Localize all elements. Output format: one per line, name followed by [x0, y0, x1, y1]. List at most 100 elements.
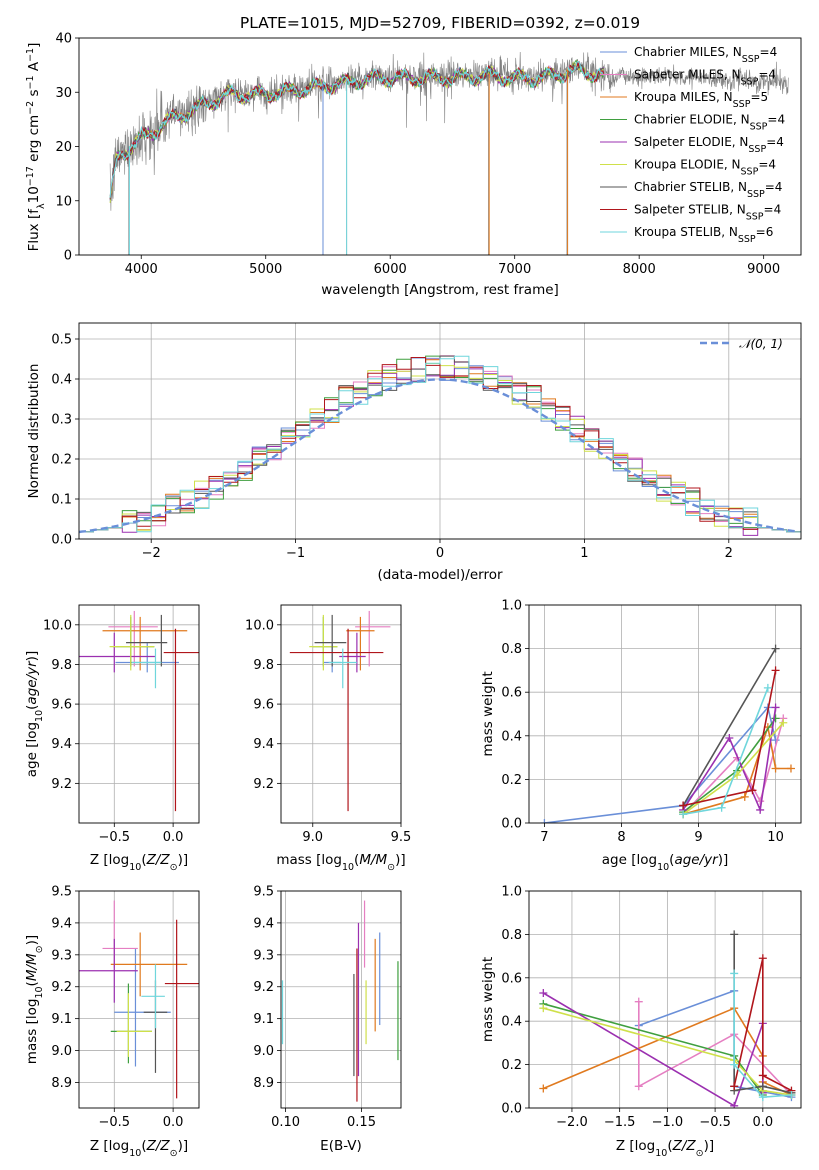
- weight_vs_z-xtick-label: −1.5: [604, 1115, 636, 1130]
- weight_vs_age-marker-salpeter_elodie: [771, 703, 780, 712]
- age_vs_mass-xlabel-part: (: [354, 852, 359, 868]
- age_vs_mass-ytick-label: 9.4: [253, 737, 274, 752]
- spectrum-plot-area: [109, 51, 789, 255]
- weight_vs_age-xtick-label: 7: [540, 830, 548, 845]
- age_vs_z-ylabel-part: )]: [24, 651, 40, 662]
- legend-label-salpeter_elodie-part: =4: [766, 135, 784, 149]
- weight_vs_age-line-salpeter_elodie: [682, 707, 777, 813]
- mass_vs_z-ylabel-part: 10: [34, 986, 45, 998]
- age_vs_z-ylabel-part: age [log: [24, 722, 40, 777]
- mass_vs_ebv-ytick-label: 9.0: [253, 1044, 274, 1059]
- weight_vs_z-marker-kroupa_stelib: [730, 969, 739, 978]
- age_vs_z-ytick-label: 10.0: [43, 618, 72, 633]
- weight_vs_age-marker-kroupa_miles: [786, 764, 795, 773]
- age_vs_z-xlabel-part: ⊙: [170, 862, 178, 873]
- spectrum-ylabel-part: s: [26, 89, 42, 100]
- mass_vs_z-plot-area: [79, 900, 199, 1099]
- age_vs_z-xlabel-part: )]: [178, 852, 189, 868]
- age_vs_mass-xlabel-part: 10: [342, 862, 354, 873]
- weight_vs_age-marker-chabrier_stelib: [771, 644, 780, 653]
- residuals-ytick-label: 0.0: [51, 533, 72, 548]
- weight_vs_age-marker-salpeter_stelib: [771, 666, 780, 675]
- mass_vs_z-xlabel-part: )]: [178, 1138, 189, 1154]
- weight_vs_age-marker-kroupa_stelib: [717, 803, 726, 812]
- weight_vs_age-ytick-label: 1.0: [501, 599, 522, 614]
- weight_vs_z-ylabel: mass weight: [480, 957, 496, 1042]
- age_vs_mass-ytick-label: 9.6: [253, 698, 274, 713]
- age_vs_z-ylabel: age [log10(age/yr)]: [24, 651, 45, 777]
- spectrum-model-line-kroupa_stelib: [109, 60, 605, 198]
- spectrum-ylabel-part: erg cm: [26, 115, 42, 166]
- weight_vs_age-marker-kroupa_miles: [771, 764, 780, 773]
- residuals-plot-area: [79, 355, 801, 536]
- age_vs_mass-plot-area: [289, 610, 391, 812]
- legend-label-chabrier_miles-part: SSP: [742, 54, 760, 65]
- legend-label-chabrier_elodie-part: SSP: [750, 121, 768, 132]
- legend-label-kroupa_miles-part: SSP: [733, 99, 751, 110]
- residuals-xtick-label: 0: [436, 546, 444, 561]
- weight_vs_z-panel: −2.0 −1.5 −1.0 −0.5 0.0 0.0 0.2 0.4 0.6 0.8 1.0: [501, 885, 802, 1130]
- mass_vs_ebv-xtick-label: 0.10: [271, 1115, 300, 1130]
- mass_vs_z-ylabel-part: M/M: [24, 953, 40, 981]
- age_vs_z-ytick-label: 9.6: [51, 698, 72, 713]
- age_vs_z-frame: [78, 604, 200, 824]
- mass_vs_ebv-frame: [280, 890, 402, 1109]
- residuals-panel: −2 −1 0 1 2 0.0 0.1 0.2 0.3 0.4 0.5: [51, 322, 802, 561]
- age_vs_z-plot-area: [79, 610, 199, 812]
- age_vs_mass-ytick-label: 10.0: [245, 618, 274, 633]
- weight_vs_z-ytick-label: 0.2: [501, 1058, 522, 1073]
- age_vs_z-ylabel-part: age/yr: [24, 660, 40, 705]
- mass_vs_ebv-ytick-label: 9.2: [253, 980, 274, 995]
- mass_vs_z-panel: −0.5 0.0 8.9 9.0 9.1 9.2 9.3 9.4 9.5: [51, 885, 200, 1130]
- legend-label-salpeter_elodie-part: SSP: [748, 144, 766, 155]
- weight_vs_age-marker-salpeter_miles: [756, 797, 765, 806]
- age_vs_mass-frame: [280, 604, 402, 824]
- legend-label-kroupa_elodie-part: Kroupa ELODIE, N: [634, 158, 741, 172]
- weight_vs_z-marker-kroupa_elodie: [539, 1004, 548, 1013]
- weight_vs_z-line-salpeter_stelib: [733, 958, 792, 1092]
- weight_vs_z-xlabel-part: (: [667, 1138, 672, 1154]
- weight_vs_age-plot-area: [540, 644, 795, 823]
- mass_vs_z-ytick-label: 9.1: [51, 1012, 72, 1027]
- weight_vs_age-xlabel-part: 10: [657, 862, 669, 873]
- age_vs_z-xlabel-part: (: [141, 852, 146, 868]
- spectrum-ylabel-part: 10: [26, 186, 42, 203]
- mass_vs_z-grid: [79, 890, 199, 1108]
- spectrum-ylabel-part: ]: [26, 43, 42, 48]
- mass_vs_z-xlabel-part: Z/Z: [146, 1138, 171, 1154]
- weight_vs_z-line-kroupa_stelib: [733, 973, 792, 1099]
- age_vs_z-ylabel-part: (: [24, 705, 40, 710]
- weight_vs_z-marker-chabrier_stelib: [730, 930, 739, 939]
- weight_vs_age-xlabel: age [log10(age/yr)]: [602, 852, 728, 873]
- weight_vs_age-marker-salpeter_stelib: [679, 801, 688, 810]
- age_vs_mass-xlabel-part: M/M: [359, 852, 387, 868]
- spectrum-xtick-label: 7000: [498, 262, 531, 277]
- mass_vs_ebv-ytick-label: 8.9: [253, 1076, 274, 1091]
- residuals-frame: [78, 322, 802, 540]
- mass_vs_z-ytick-label: 9.0: [51, 1044, 72, 1059]
- weight_vs_z-xtick-label: −0.5: [699, 1115, 731, 1130]
- age_vs_mass-xlabel: mass [log10(M/M⊙)]: [276, 852, 405, 873]
- weight_vs_age-frame: [528, 604, 802, 824]
- age_vs_z-xtick-label: 0.0: [163, 830, 184, 845]
- mass_vs_z-xlabel: Z [log10(Z/Z⊙)]: [90, 1138, 188, 1159]
- weight_vs_z-marker-kroupa_stelib: [787, 1090, 796, 1099]
- mass_vs_z-ylabel-part: mass [log: [24, 999, 40, 1065]
- legend-label-kroupa_stelib-part: =6: [756, 225, 774, 239]
- mass_vs_z-ylabel-part: ⊙: [34, 945, 45, 953]
- weight_vs_z-line-kroupa_elodie: [543, 1007, 792, 1096]
- legend-label-kroupa_elodie: Kroupa ELODIE, NSSP=4: [634, 158, 776, 178]
- weight_vs_age-marker-kroupa_stelib: [763, 683, 772, 692]
- legend-label-chabrier_miles: Chabrier MILES, NSSP=4: [634, 45, 777, 65]
- mass_vs_ebv-xtick-label: 0.15: [347, 1115, 376, 1130]
- spectrum-xtick-label: 9000: [747, 262, 780, 277]
- legend-label-salpeter_miles-part: SSP: [741, 76, 759, 87]
- mass_vs_z-ylabel-part: (: [24, 981, 40, 986]
- weight_vs_z-xlabel-part: )]: [704, 1138, 715, 1154]
- weight_vs_z-xlabel-part: 10: [655, 1148, 667, 1159]
- mass_vs_ebv-xlabel-part: E(B-V): [320, 1138, 362, 1154]
- residuals-xlabel: (data-model)/error: [377, 567, 503, 583]
- weight_vs_z-marker-salpeter_stelib: [758, 954, 767, 963]
